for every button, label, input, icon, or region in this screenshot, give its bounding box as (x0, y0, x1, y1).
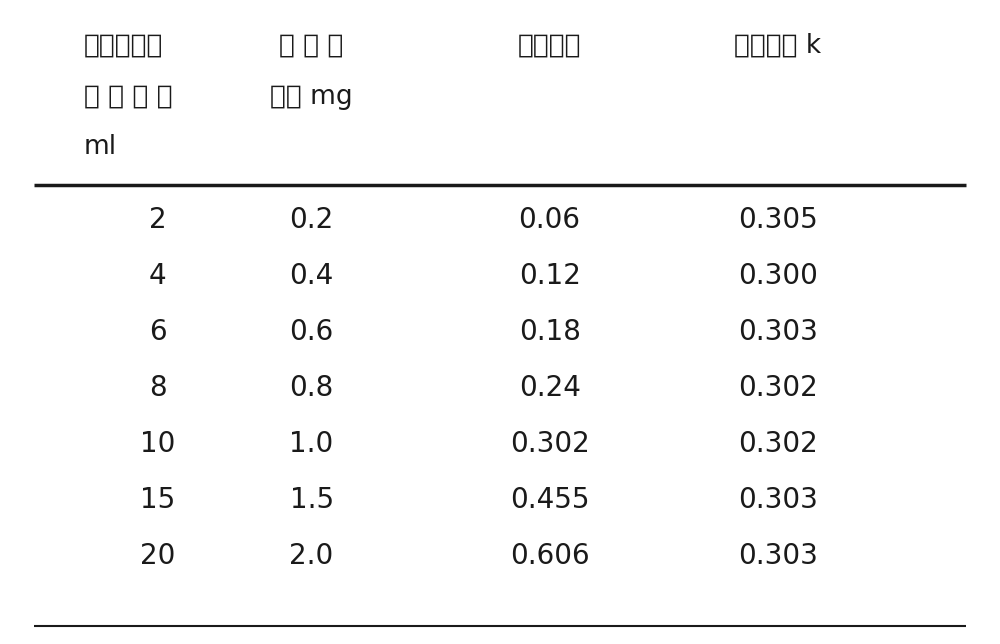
Text: 0.8: 0.8 (289, 374, 334, 402)
Text: 0.302: 0.302 (738, 430, 818, 458)
Text: 吸取硫酸盐: 吸取硫酸盐 (84, 33, 163, 59)
Text: 0.303: 0.303 (738, 486, 818, 514)
Text: 曲线斜率 k: 曲线斜率 k (734, 33, 821, 59)
Text: 1.0: 1.0 (289, 430, 334, 458)
Text: 0.606: 0.606 (510, 542, 589, 570)
Text: 0.24: 0.24 (519, 374, 581, 402)
Text: 0.06: 0.06 (519, 206, 581, 234)
Text: 0.12: 0.12 (519, 262, 581, 290)
Text: 1.5: 1.5 (290, 486, 334, 514)
Text: 含量 mg: 含量 mg (270, 84, 353, 109)
Text: 20: 20 (140, 542, 176, 570)
Text: 15: 15 (140, 486, 176, 514)
Text: ml: ml (84, 135, 117, 160)
Text: 标 准 体 积: 标 准 体 积 (84, 84, 172, 109)
Text: 0.303: 0.303 (738, 318, 818, 346)
Text: 0.4: 0.4 (289, 262, 334, 290)
Text: 0.305: 0.305 (738, 206, 818, 234)
Text: 2: 2 (149, 206, 167, 234)
Text: 0.302: 0.302 (738, 374, 818, 402)
Text: 6: 6 (149, 318, 167, 346)
Text: 0.303: 0.303 (738, 542, 818, 570)
Text: 10: 10 (140, 430, 176, 458)
Text: 0.2: 0.2 (289, 206, 334, 234)
Text: 8: 8 (149, 374, 167, 402)
Text: 硫 酸 根: 硫 酸 根 (279, 33, 344, 59)
Text: 4: 4 (149, 262, 167, 290)
Text: 吸光度值: 吸光度值 (518, 33, 581, 59)
Text: 0.455: 0.455 (510, 486, 589, 514)
Text: 0.300: 0.300 (738, 262, 818, 290)
Text: 0.6: 0.6 (289, 318, 334, 346)
Text: 2.0: 2.0 (289, 542, 334, 570)
Text: 0.18: 0.18 (519, 318, 581, 346)
Text: 0.302: 0.302 (510, 430, 589, 458)
